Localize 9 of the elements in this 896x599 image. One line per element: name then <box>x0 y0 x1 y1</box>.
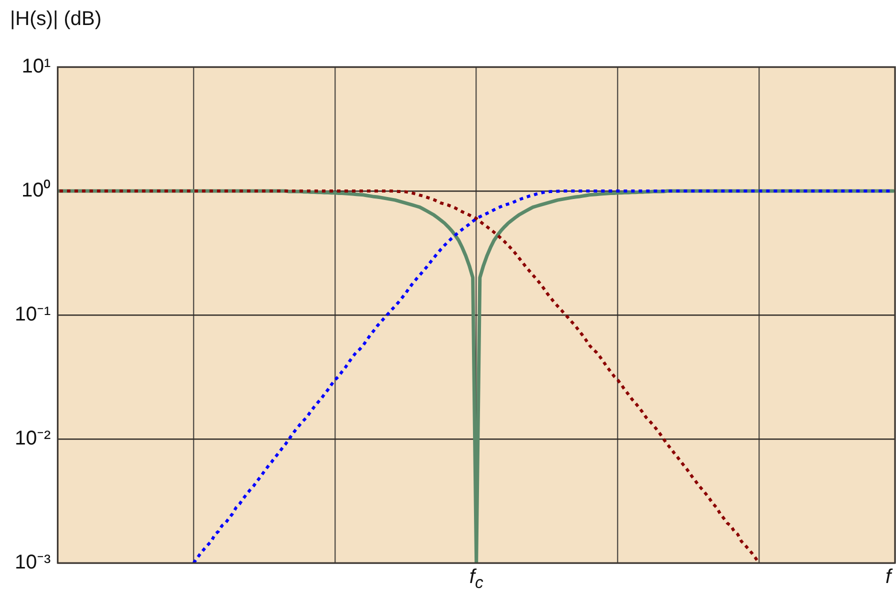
y-tick-label: 10⁻² <box>14 428 52 450</box>
y-tick-label: 10⁰ <box>21 178 51 202</box>
line-series <box>58 190 760 563</box>
y-axis-title: |H(s)| (dB) <box>10 7 102 32</box>
x-axis-title: f <box>884 565 894 589</box>
y-tick-label: 10¹ <box>22 56 52 78</box>
y-tick-label: 10⁻³ <box>14 552 52 574</box>
x-tick-label: f$_{c}$ <box>469 565 484 594</box>
y-tick-label: 10⁻¹ <box>14 304 52 326</box>
